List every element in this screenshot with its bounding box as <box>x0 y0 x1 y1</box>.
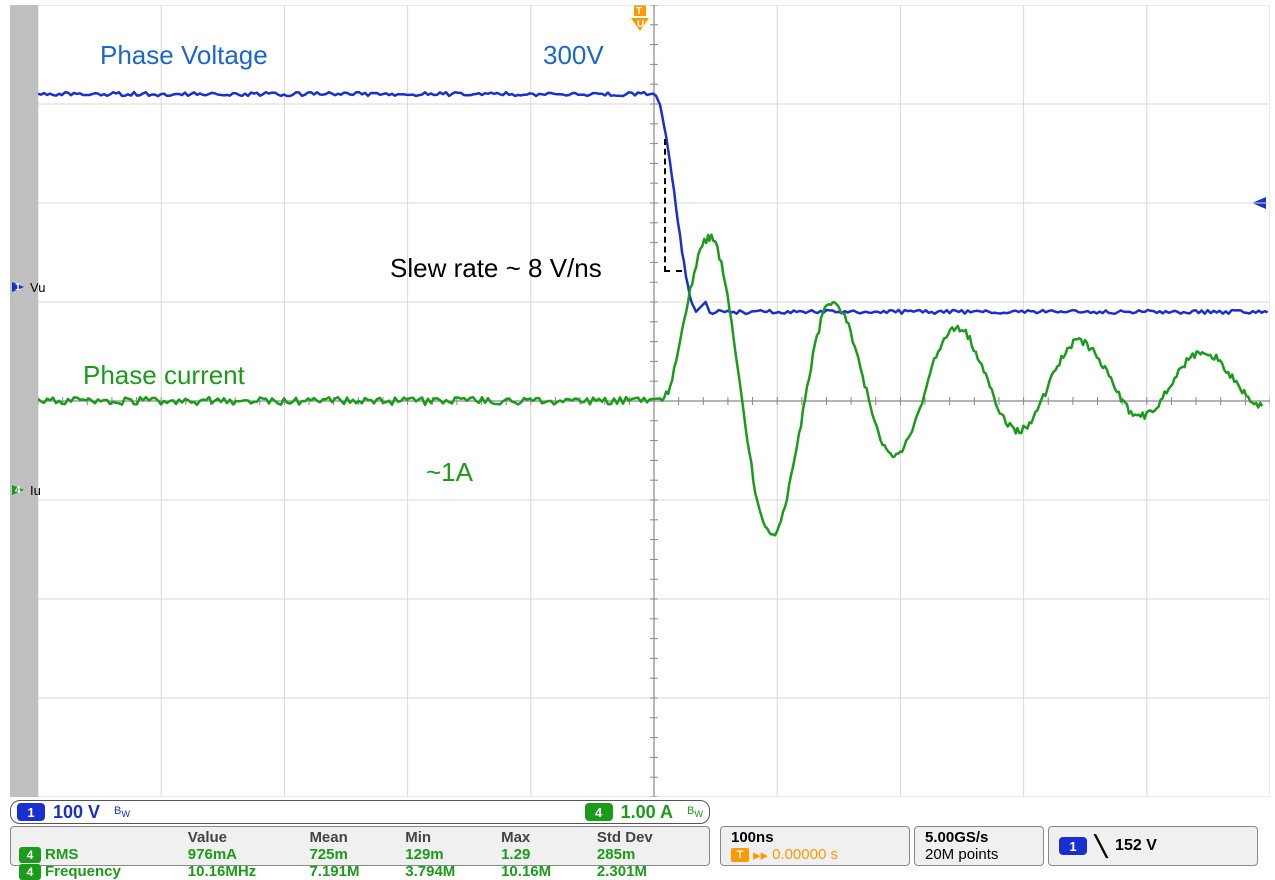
meas-value: 725m <box>309 846 405 863</box>
ch4-bw-icon: BW <box>681 805 703 819</box>
meas-value: 7.191M <box>309 863 405 880</box>
oscilloscope-display: 1 Vu 4 Iu T U Phase Voltage 300V Slew ra… <box>10 5 1270 797</box>
trigger-level: 152 V <box>1115 837 1157 855</box>
meas-header: Std Dev <box>597 829 701 846</box>
ch1-bw-icon: BW <box>108 805 130 819</box>
label-300v: 300V <box>543 40 604 71</box>
record-length: 20M points <box>925 846 998 863</box>
svg-text:4: 4 <box>15 485 21 496</box>
trigger-source-pill: 1 <box>1059 837 1087 855</box>
ch4-scale: 1.00 A <box>621 802 673 823</box>
meas-header: Max <box>501 829 597 846</box>
timebase-div: 100ns <box>731 829 774 846</box>
readout-panels: 1 100 V BW 4 1.00 A BW ValueMeanMinMaxSt… <box>10 800 1270 862</box>
slew-rate-bracket <box>664 139 682 273</box>
sample-rate: 5.00GS/s <box>925 829 988 846</box>
ch1-pill: 1 <box>17 803 45 821</box>
meas-name: 4Frequency <box>19 863 188 880</box>
ch4-pill: 4 <box>585 803 613 821</box>
label-slew-rate: Slew rate ~ 8 V/ns <box>390 253 602 284</box>
measurements-panel: ValueMeanMinMaxStd Dev 4RMS976mA725m129m… <box>10 826 710 866</box>
meas-header: Mean <box>309 829 405 846</box>
label-1a: ~1A <box>426 457 473 488</box>
waveform-grid <box>38 5 1270 797</box>
trigger-slope-icon: ╲ <box>1095 834 1107 859</box>
measurements-table: ValueMeanMinMaxStd Dev 4RMS976mA725m129m… <box>19 829 701 880</box>
ch1-scale: 100 V <box>53 802 100 823</box>
acquisition-box: 5.00GS/s 20M points <box>914 826 1044 866</box>
meas-value: 1.29 <box>501 846 597 863</box>
label-phase-voltage: Phase Voltage <box>100 40 268 71</box>
meas-value: 10.16MHz <box>188 863 310 880</box>
meas-value: 285m <box>597 846 701 863</box>
meas-value: 2.301M <box>597 863 701 880</box>
timebase-box: 100ns T ▸▸ 0.00000 s <box>720 826 910 866</box>
meas-value: 10.16M <box>501 863 597 880</box>
svg-text:1: 1 <box>15 282 21 293</box>
meas-header <box>19 829 188 846</box>
table-row: 4Frequency10.16MHz7.191M3.794M10.16M2.30… <box>19 863 701 880</box>
meas-header: Min <box>405 829 501 846</box>
meas-name: 4RMS <box>19 846 188 863</box>
meas-value: 129m <box>405 846 501 863</box>
trigger-readout-box: 1 ╲ 152 V <box>1048 826 1258 866</box>
meas-value: 976mA <box>188 846 310 863</box>
meas-value: 3.794M <box>405 863 501 880</box>
table-row: 4RMS976mA725m129m1.29285m <box>19 846 701 863</box>
ch4-ref-marker: 4 Iu <box>10 481 41 499</box>
label-phase-current: Phase current <box>83 360 245 391</box>
meas-header: Value <box>188 829 310 846</box>
channel-scale-bar: 1 100 V BW 4 1.00 A BW <box>10 800 710 824</box>
left-gutter <box>10 5 38 797</box>
delay-t-icon: T <box>731 848 749 862</box>
trigger-delay: 0.00000 s <box>772 846 838 863</box>
